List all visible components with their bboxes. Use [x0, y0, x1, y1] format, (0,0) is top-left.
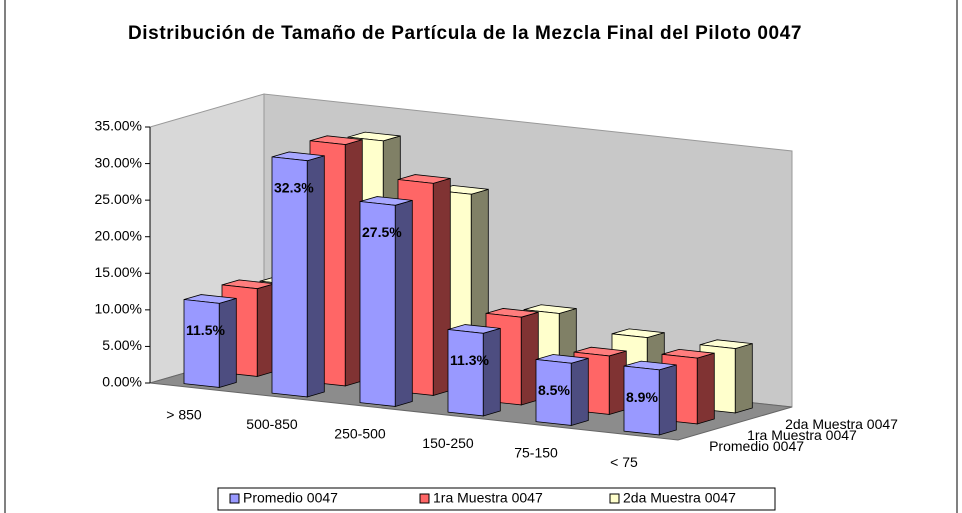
bar [447, 324, 501, 417]
y-tick-label: 0.00% [102, 374, 142, 390]
y-tick-label: 5.00% [102, 337, 142, 353]
y-tick-label: 30.00% [95, 154, 142, 170]
x-tick-label: 250-500 [334, 425, 386, 441]
bar-front [183, 299, 220, 388]
bar [535, 354, 589, 426]
bar-front [271, 156, 308, 398]
value-label: 8.5% [538, 382, 570, 398]
y-tick-label: 15.00% [95, 264, 142, 280]
value-label: 32.3% [274, 180, 314, 196]
x-tick-label: 75-150 [514, 444, 558, 460]
value-label: 27.5% [362, 224, 402, 240]
depth-label: 2da Muestra 0047 [785, 416, 898, 432]
x-tick-label: 150-250 [422, 435, 474, 451]
bar-front [359, 201, 396, 407]
legend-label: 1ra Muestra 0047 [433, 490, 543, 506]
chart-frame [4, 0, 958, 513]
value-label: 8.9% [626, 389, 658, 405]
y-tick-label: 20.00% [95, 227, 142, 243]
bar-side [658, 364, 677, 436]
legend-label: Promedio 0047 [243, 490, 338, 506]
x-tick-label: < 75 [610, 454, 638, 470]
bar-side [570, 357, 589, 426]
legend-box [217, 487, 776, 511]
bar-side [734, 343, 753, 414]
legend-swatch [419, 493, 430, 504]
y-tick-label: 10.00% [95, 301, 142, 317]
bar [183, 294, 237, 388]
bar-front [447, 329, 484, 417]
bar-front [623, 365, 660, 436]
depth-label: 1ra Muestra 0047 [747, 427, 857, 443]
bar-front [535, 359, 572, 426]
depth-label: Promedio 0047 [709, 438, 804, 454]
x-tick-label: > 850 [166, 406, 202, 422]
value-label: 11.3% [450, 352, 489, 368]
bar-side [218, 297, 237, 388]
legend-label: 2da Muestra 0047 [623, 490, 736, 506]
legend-swatch [229, 493, 240, 504]
bar [271, 151, 325, 398]
legend-swatch [609, 493, 620, 504]
x-tick-label: 500-850 [246, 416, 298, 432]
bar [359, 196, 413, 407]
bar-side [482, 327, 501, 417]
value-label: 11.5% [186, 322, 225, 338]
bar-side [696, 352, 715, 425]
y-tick-label: 25.00% [95, 191, 142, 207]
y-tick-label: 35.00% [95, 118, 142, 134]
chart-title: Distribución de Tamaño de Partícula de l… [127, 23, 803, 44]
bar [623, 360, 677, 436]
